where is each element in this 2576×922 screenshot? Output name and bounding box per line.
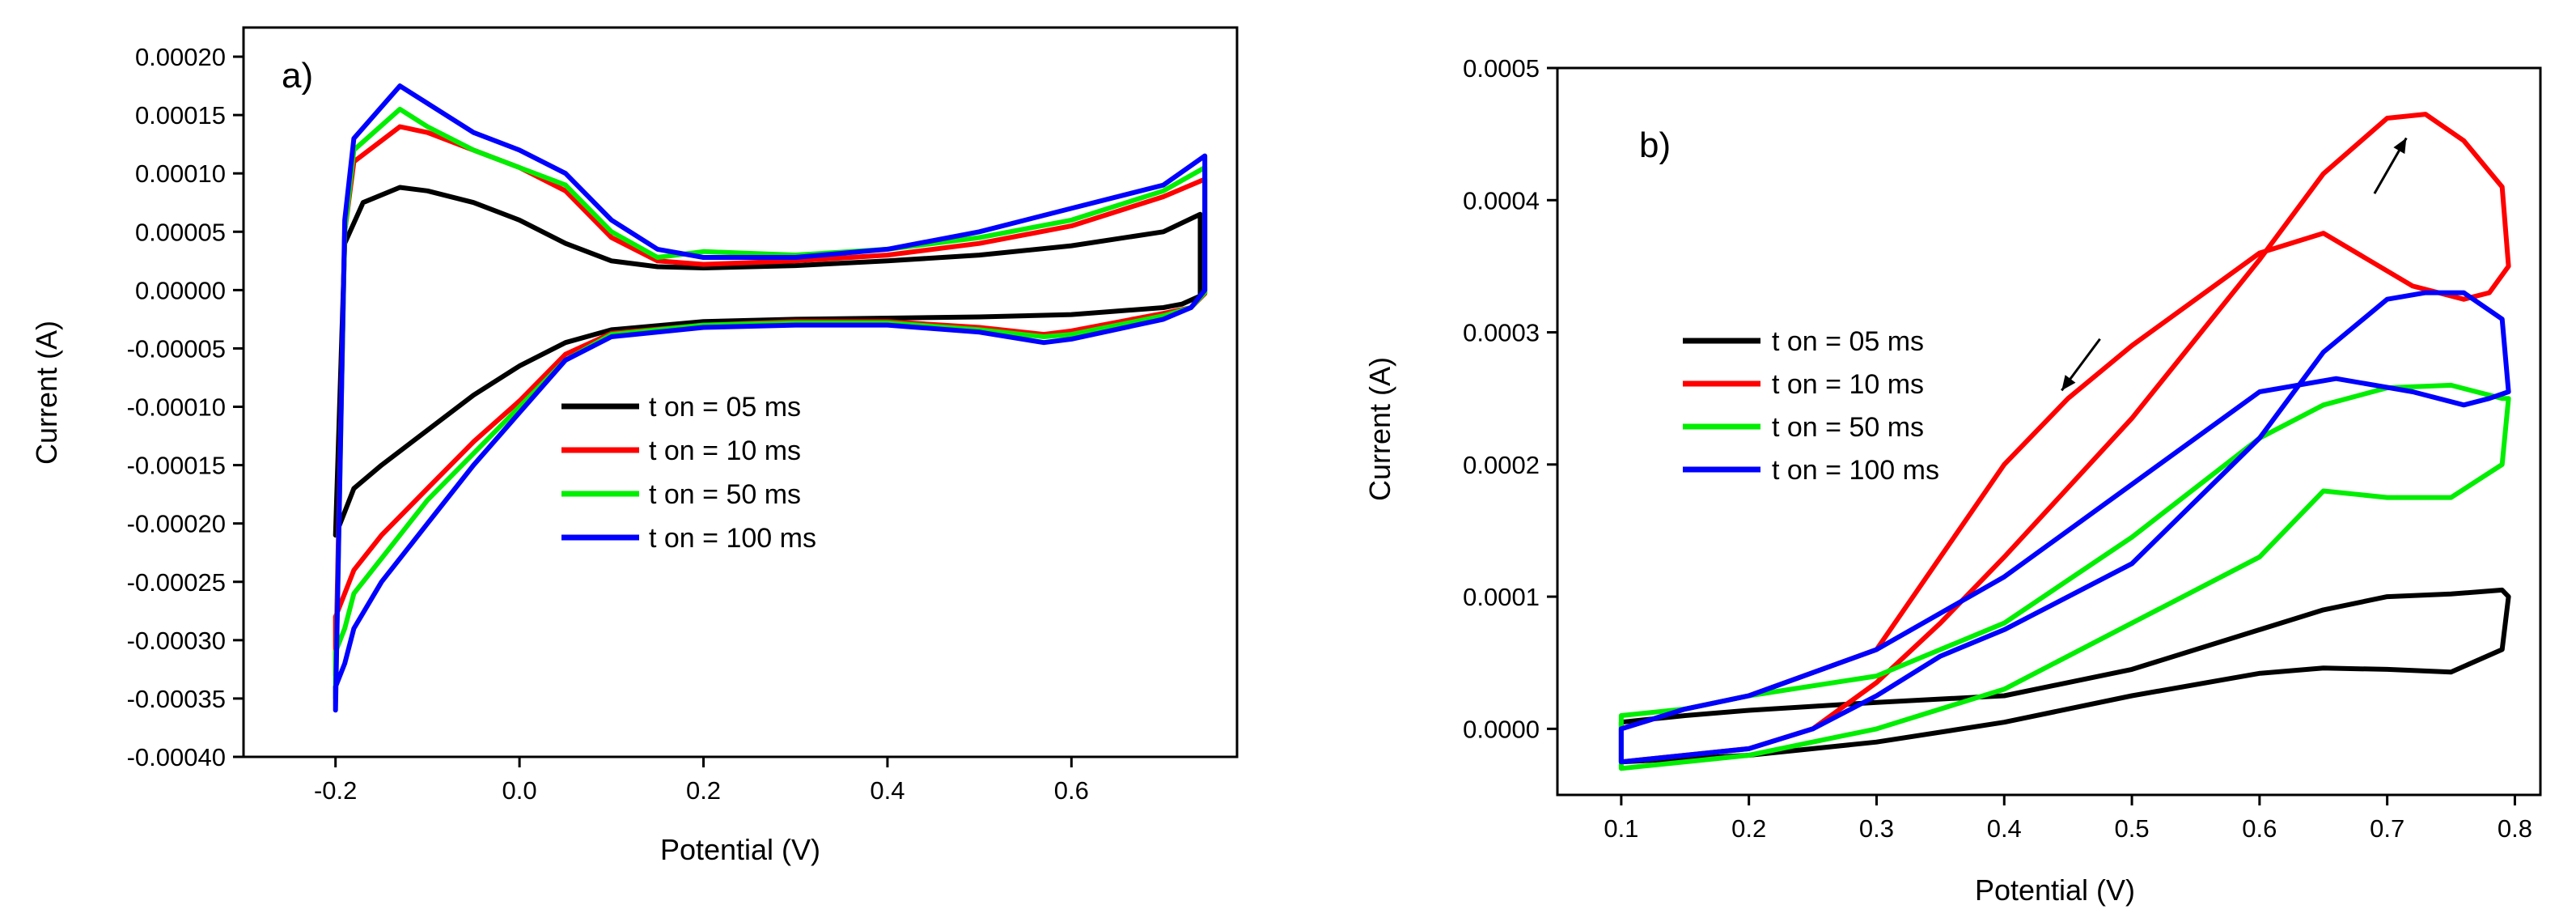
y-tick-label: 0.0004 [1463, 186, 1540, 215]
x-tick-label: 0.2 [686, 776, 721, 805]
legend-label-t50: t on = 50 ms [649, 479, 801, 510]
x-tick-label: 0.5 [2115, 814, 2150, 843]
legend-label-t10: t on = 10 ms [1772, 369, 1924, 400]
y-tick-label: 0.0003 [1463, 319, 1540, 347]
x-tick-label: 0.4 [870, 776, 905, 805]
y-tick-label: 0.00010 [135, 159, 226, 188]
series-line-t05 [333, 185, 1203, 538]
panel-b-legend: t on = 05 ms t on = 10 ms t on = 50 ms t… [1683, 326, 1939, 486]
y-tick-label: 0.00000 [135, 276, 226, 304]
y-tick-label: 0.0000 [1463, 715, 1540, 743]
y-tick-label: 0.0002 [1463, 451, 1540, 479]
legend-label-t50: t on = 50 ms [1772, 412, 1924, 443]
legend-label-t05: t on = 05 ms [1772, 326, 1924, 357]
x-tick-label: 0.3 [1859, 814, 1894, 843]
x-tick-label: 0.6 [1054, 776, 1089, 805]
series-line-t10 [1618, 112, 2511, 765]
series-line-t100 [333, 83, 1208, 713]
panel-a-y-axis-title: Current (A) [30, 321, 63, 465]
panel-b-ticks: 0.1 0.2 0.3 0.4 0.5 0.6 0.7 0.8 0.0000 0.0001 0.00… [1463, 54, 2532, 843]
y-tick-label: -0.00030 [127, 627, 226, 655]
legend-label-t100: t on = 100 ms [1772, 455, 1939, 486]
x-tick-label: 0.6 [2242, 814, 2277, 843]
panel-a-chart: -0.2 0.0 0.2 0.4 0.6 -0.00040 -0.00035 -0.00030… [30, 26, 1239, 866]
legend-label-t05: t on = 05 ms [649, 392, 801, 423]
x-tick-label: 0.8 [2498, 814, 2532, 843]
panel-b-x-axis-title: Potential (V) [1975, 873, 2135, 907]
y-tick-label: 0.00005 [135, 218, 226, 246]
x-tick-label: 0.1 [1604, 814, 1638, 843]
x-tick-label: 0.4 [1987, 814, 2022, 843]
panel-b-y-axis-title: Current (A) [1363, 357, 1396, 501]
panel-b-annotations [2061, 137, 2408, 392]
forward-scan-arrow [2373, 137, 2408, 194]
y-tick-label: -0.00035 [127, 685, 226, 713]
panel-a-plot-frame [242, 26, 1239, 758]
x-tick-label: 0.0 [502, 776, 537, 805]
reverse-scan-arrow [2061, 338, 2101, 392]
series-line-t50 [1618, 382, 2511, 771]
panel-b-plot-frame [1556, 66, 2542, 797]
panel-a-label: a) [282, 56, 313, 96]
panel-a-legend: t on = 05 ms t on = 10 ms t on = 50 ms t… [561, 392, 816, 554]
panel-b-chart: 0.1 0.2 0.3 0.4 0.5 0.6 0.7 0.8 0.0000 0.0001 0.00… [1363, 54, 2542, 907]
panel-a-ticks: -0.2 0.0 0.2 0.4 0.6 -0.00040 -0.00035 -0.00030… [127, 43, 1089, 805]
y-tick-label: -0.00020 [127, 510, 226, 538]
y-tick-label: 0.00020 [135, 43, 226, 71]
x-tick-label: 0.7 [2370, 814, 2404, 843]
panel-a-series [333, 83, 1208, 713]
y-tick-label: -0.00015 [127, 452, 226, 480]
y-tick-label: 0.0005 [1463, 54, 1540, 83]
y-tick-label: -0.00010 [127, 393, 226, 422]
series-line-t100 [1618, 290, 2511, 765]
x-tick-label: 0.2 [1731, 814, 1766, 843]
y-tick-label: -0.00005 [127, 334, 226, 363]
panel-a-x-axis-title: Potential (V) [660, 833, 820, 866]
y-tick-label: -0.00025 [127, 568, 226, 597]
x-tick-label: -0.2 [314, 776, 357, 805]
y-tick-label: 0.00015 [135, 101, 226, 130]
legend-label-t10: t on = 10 ms [649, 436, 801, 466]
legend-label-t100: t on = 100 ms [649, 523, 816, 554]
panel-b-label: b) [1639, 125, 1671, 165]
y-tick-label: -0.00040 [127, 743, 226, 771]
series-line-t05 [1618, 587, 2511, 765]
panel-b-series [1618, 112, 2511, 771]
y-tick-label: 0.0001 [1463, 583, 1540, 611]
